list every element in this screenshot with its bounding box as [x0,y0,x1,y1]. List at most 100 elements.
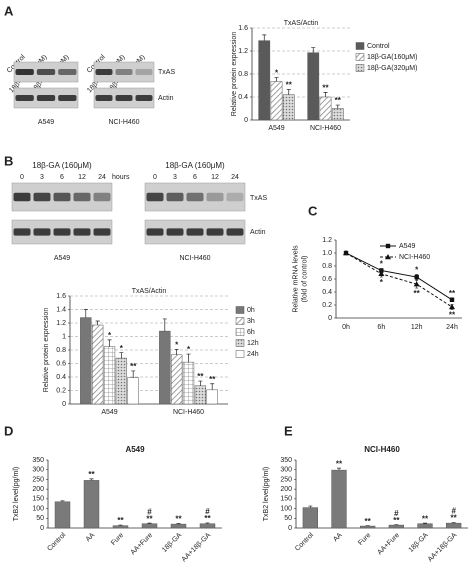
blot-band [33,228,51,236]
time-label: 6 [60,174,64,181]
legend-swatch [235,328,245,336]
y-tick-label: 200 [32,486,44,493]
blot-band [135,95,153,101]
significance-label: * [187,345,191,354]
error-bar [210,383,215,390]
significance-label: ** [117,516,124,525]
y-axis-label: (fold of control) [301,256,308,303]
protein-label: TxAS [250,195,267,202]
significance-label: * [380,260,384,269]
bar [282,94,295,121]
x-tick-label: AA+Fure [376,532,401,557]
y-tick-label: 1.6 [238,25,248,32]
legend-swatch [235,306,245,314]
cell-label: A549 [38,119,54,126]
y-tick-label: 150 [32,496,44,503]
legend-label: 18β-GA(320μM) [367,65,417,72]
significance-label: # [451,507,456,516]
significance-label: ** [146,514,153,523]
y-tick-label: 0.4 [322,289,332,296]
y-tick-label: 1.2 [322,237,332,244]
treatment-label: 18β-GA (160μM) [32,161,92,170]
x-tick-label: AA+18β-GA [181,532,213,564]
y-tick-label: 1 [62,333,66,340]
line [345,252,453,308]
time-unit: hours [112,174,130,181]
x-tick-label: AA [332,532,344,544]
panel-label: E [284,423,293,438]
error-bar [176,523,181,525]
bar [80,317,92,405]
time-label: 0 [20,174,24,181]
cell-label: NCI-H460 [179,255,210,262]
x-tick-label: AA+18β-GA [427,532,459,564]
y-tick-label: 0.8 [322,263,332,270]
y-tick-label: 250 [280,476,292,483]
x-tick-label: 24h [446,324,458,331]
panel-label: B [4,153,13,168]
significance-label: # [147,507,152,516]
bar [199,523,216,529]
legend-label: 18β-GA(160μM) [367,54,417,61]
y-tick-label: 0.6 [322,276,332,283]
bar [446,522,462,529]
significance-label: ** [209,375,216,384]
y-tick-label: 1.4 [56,306,66,313]
blot-band [93,228,111,236]
marker [378,270,385,276]
bar [270,81,283,121]
legend-label: 24h [247,351,259,358]
panel-label: C [308,203,318,218]
x-tick-label: 18β-GA [161,532,183,554]
error-bar [186,353,191,363]
y-tick-label: 1.6 [56,293,66,300]
y-tick-label: 200 [280,486,292,493]
error-bar [89,478,94,481]
legend-swatch [355,42,365,50]
y-tick-label: 0 [244,117,248,124]
marker [414,274,419,280]
y-axis-label: Relative protein expression [231,32,238,117]
time-label: 3 [40,174,44,181]
legend-swatch [235,339,245,347]
x-tick-label: 18β-GA [408,532,430,554]
blot-band [226,192,244,202]
significance-label: ** [175,515,182,524]
y-tick-label: 50 [284,515,292,522]
bar [417,523,433,529]
time-label: 12 [211,174,219,181]
x-tick-label: Control [46,531,67,552]
bar [206,389,218,405]
error-bar [147,522,152,524]
marker [449,303,455,310]
x-tick-label: A549 [101,409,117,416]
time-label: 24 [98,174,106,181]
significance-label: * [175,340,179,349]
error-bar [262,34,267,41]
bar [127,377,139,405]
y-tick-label: 0.8 [56,347,66,354]
x-tick-label: AA [85,532,97,544]
legend-swatch [235,317,245,325]
blot-band [13,192,31,202]
blot-band [73,228,91,236]
y-tick-label: 100 [32,505,44,512]
chart-title: TxAS/Actin [284,20,319,27]
x-tick-label: AA+Fure [130,532,155,557]
line [345,252,453,301]
bar [141,523,158,529]
significance-label: ** [414,289,421,298]
significance-label: ** [335,96,342,105]
y-tick-label: 1.2 [238,48,248,55]
significance-label: ** [422,514,429,523]
error-bar [274,77,279,82]
y-axis-label: Relative mRNA levels [292,245,299,313]
bar [302,507,318,529]
blot-band [95,69,113,75]
blot-band [36,69,56,75]
time-label: 6 [193,174,197,181]
significance-label: * [415,266,419,275]
y-tick-label: 0.2 [56,387,66,394]
significance-label: ** [88,470,95,479]
